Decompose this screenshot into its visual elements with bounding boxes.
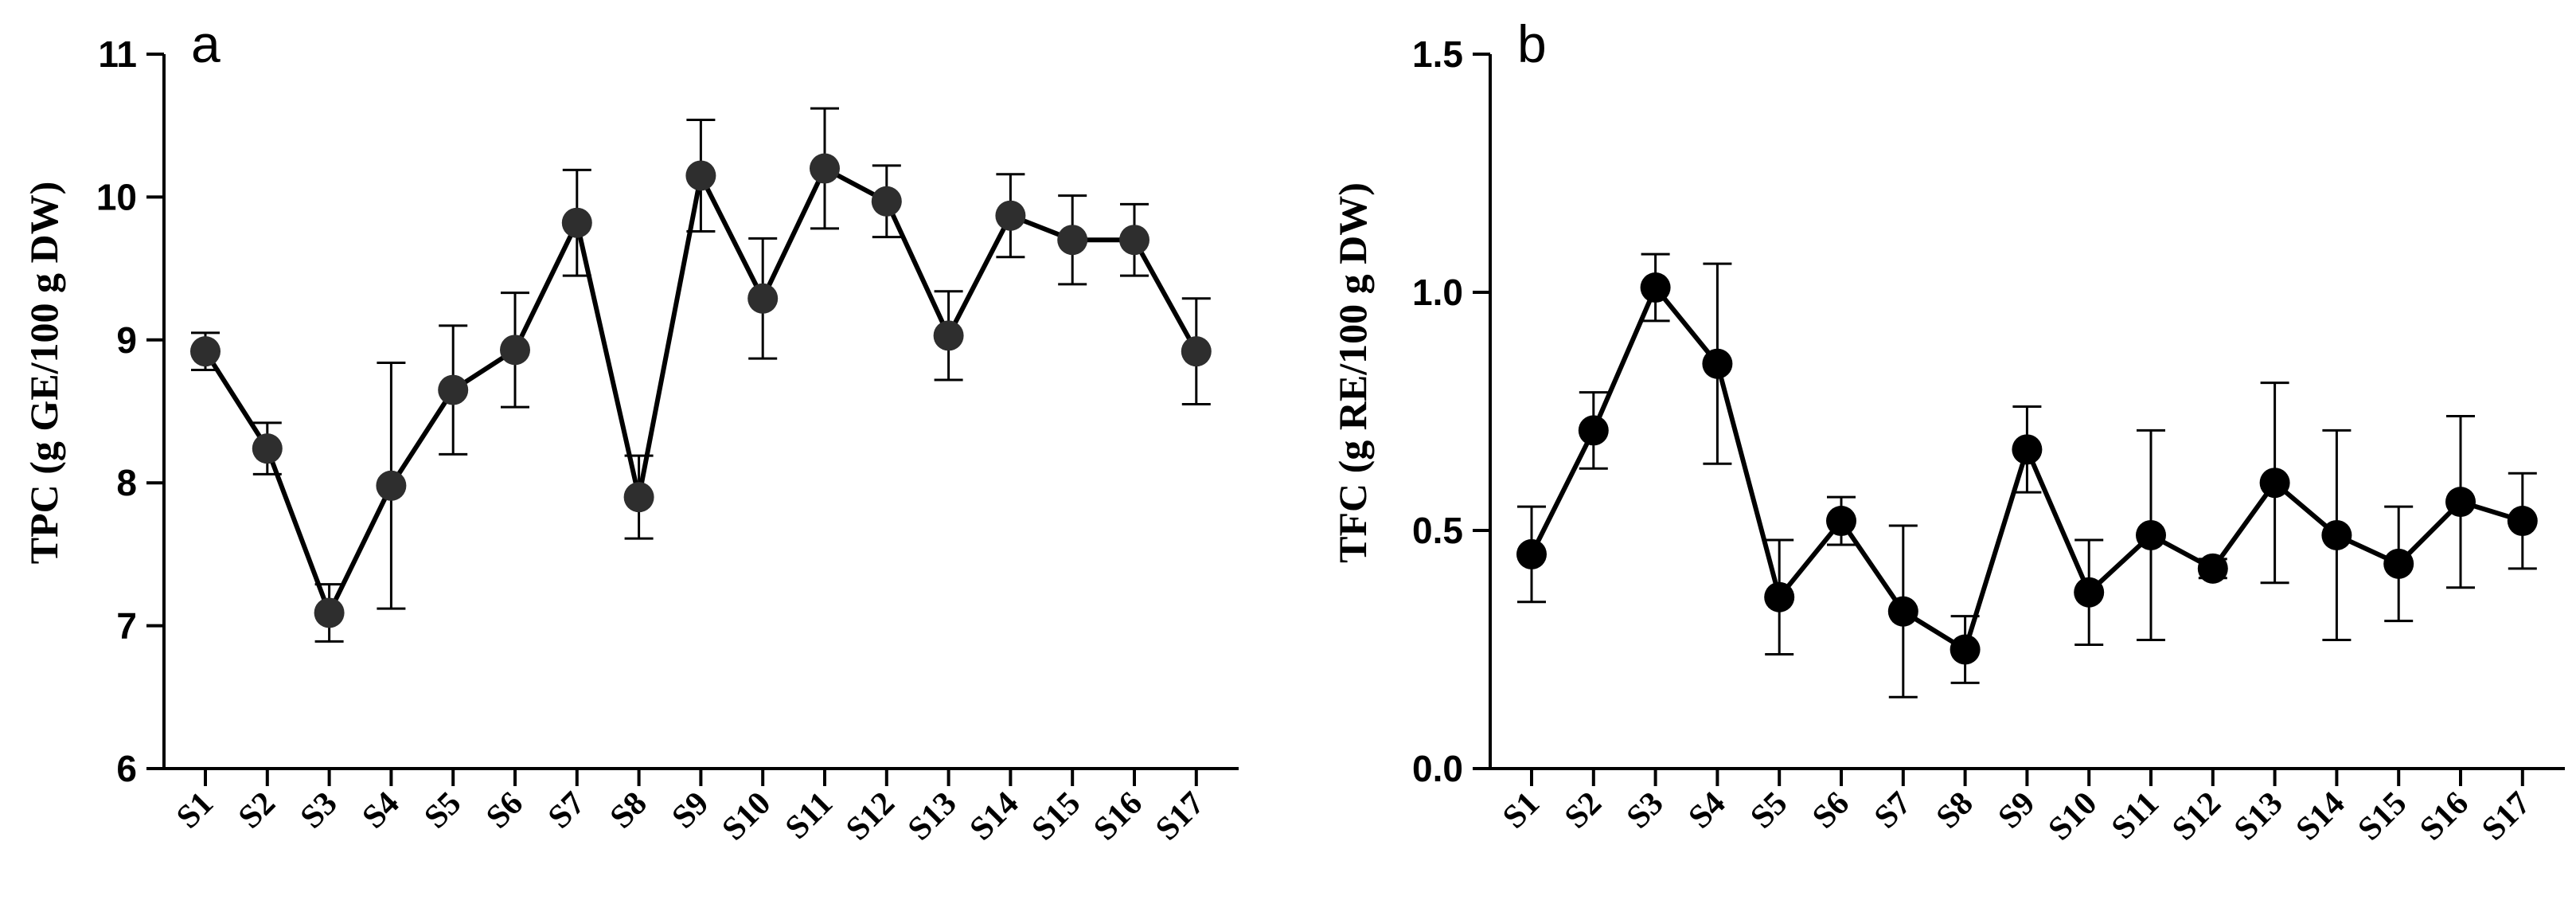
- panel-b-x-tick-label-s13: S13: [2227, 785, 2290, 848]
- panel-b-x-tick-label-s3: S3: [1620, 785, 1671, 836]
- panel-a-y-tick-label: 9: [116, 319, 137, 361]
- panel-a-data-point-s15: [1057, 225, 1088, 256]
- panel-b-y-tick-label: 1.0: [1412, 272, 1463, 313]
- panel-b-y-ticks: 0.0 0.5 1.0 1.5: [1412, 33, 1490, 789]
- panel-b-x-tick-label-s4: S4: [1682, 785, 1733, 836]
- panel-a-x-tick-label-s17: S17: [1149, 785, 1212, 848]
- panel-b-data-point-s6: [1826, 506, 1856, 537]
- panel-b-x-tick-label-s15: S15: [2352, 785, 2414, 848]
- panel-b-y-tick-label: 1.5: [1412, 33, 1463, 75]
- panel-b-data-point-s13: [2259, 468, 2290, 499]
- panel-b-data-point-s14: [2321, 519, 2352, 550]
- panel-a-x-tick-label-s9: S9: [665, 785, 716, 836]
- panel-b-data-point-s5: [1764, 581, 1795, 612]
- panel-a-x-ticks: S1 S2 S3 S4 S5 S6 S7 S8 S9 S10 S11 S12 S13 S14 S15 S16 S…: [170, 769, 1212, 847]
- panel-b-y-tick-label: 0.0: [1412, 748, 1463, 789]
- panel-b-data-point-s12: [2197, 553, 2228, 584]
- panel-b-data-point-s15: [2383, 548, 2414, 579]
- panel-a-x-tick-label-s10: S10: [716, 785, 779, 848]
- panel-a-series: [190, 107, 1212, 643]
- panel-a-x-tick-label-s8: S8: [603, 785, 654, 836]
- panel-a-x-tick-label-s15: S15: [1025, 785, 1088, 848]
- panel-a-x-tick-label-s11: S11: [779, 785, 840, 847]
- panel-a-x-tick-label-s4: S4: [356, 785, 407, 836]
- panel-a-data-point-s7: [561, 207, 592, 238]
- panel-a-x-tick-label-s7: S7: [541, 785, 592, 836]
- panel-a-y-tick-label: 6: [116, 748, 137, 789]
- panel-a-y-tick-label: 10: [96, 176, 137, 217]
- panel-b-data-point-s3: [1640, 272, 1671, 303]
- panel-b-x-tick-label-s5: S5: [1743, 785, 1794, 836]
- panel-a-x-tick-label-s16: S16: [1087, 785, 1149, 848]
- panel-b-x-tick-label-s17: S17: [2475, 785, 2538, 848]
- panel-b-tfc-chart: b TFC (g RE/100 g DW) 0.00.51.01.5 S1 S2 S…: [1330, 14, 2565, 847]
- panel-a-x-tick-label-s1: S1: [170, 785, 221, 836]
- panel-b-data-point-s16: [2445, 487, 2476, 518]
- panel-a-data-point-s11: [810, 153, 840, 184]
- panel-a-data-point-s14: [995, 200, 1026, 231]
- panel-b-x-tick-label-s6: S6: [1805, 785, 1856, 836]
- panel-a-series-line: [203, 166, 1199, 616]
- panel-b-data-point-s2: [1578, 415, 1609, 446]
- panel-b-data-point-s1: [1516, 538, 1547, 569]
- panel-b-data-point-s7: [1887, 596, 1918, 627]
- panel-b-x-tick-label-s1: S1: [1496, 785, 1547, 836]
- panel-a-y-axis-title: TPC (g GE/100 g DW): [21, 182, 66, 565]
- panel-a-data-point-s8: [623, 482, 654, 513]
- panel-b-series: [1516, 252, 2538, 698]
- panel-b-x-tick-label-s7: S7: [1868, 785, 1918, 836]
- panel-a-data-point-s10: [747, 283, 779, 314]
- panel-a-y-ticks: 6 7 8 9 10 11: [96, 33, 164, 789]
- panel-b-data-point-s10: [2074, 577, 2105, 608]
- panel-a-x-tick-label-s12: S12: [839, 785, 902, 848]
- panel-b-x-tick-label-s8: S8: [1930, 785, 1981, 836]
- panel-a-data-point-s17: [1181, 336, 1212, 367]
- panel-b-data-point-s9: [2012, 434, 2043, 465]
- panel-a-letter: a: [191, 14, 221, 73]
- panel-a-data-point-s6: [500, 335, 530, 366]
- panel-a-data-point-s3: [314, 597, 345, 628]
- panel-a-data-point-s5: [438, 374, 469, 405]
- panel-b-x-tick-label-s11: S11: [2105, 785, 2166, 847]
- panel-a-data-point-s1: [190, 336, 221, 367]
- panel-b-x-tick-label-s9: S9: [1992, 785, 2043, 836]
- panel-a-data-point-s9: [685, 160, 716, 191]
- panel-b-x-tick-label-s14: S14: [2289, 785, 2352, 848]
- panel-a-data-point-s12: [871, 186, 902, 217]
- panel-a-data-point-s2: [252, 433, 283, 464]
- panel-b-data-point-s11: [2136, 519, 2166, 550]
- panel-a-y-tick-label: 11: [98, 33, 137, 75]
- panel-b-y-tick-label: 0.5: [1412, 510, 1463, 551]
- panel-b-letter: b: [1517, 14, 1547, 73]
- panel-b-x-tick-label-s2: S2: [1558, 785, 1609, 836]
- panel-b-x-tick-label-s12: S12: [2165, 785, 2228, 848]
- panel-a-x-tick-label-s14: S14: [963, 785, 1026, 848]
- panel-a-y-tick-label: 7: [116, 605, 137, 647]
- panel-a-x-tick-label-s2: S2: [232, 785, 283, 836]
- panel-b-data-point-s4: [1702, 348, 1733, 379]
- panel-a-x-tick-label-s6: S6: [479, 785, 530, 836]
- panel-a-data-point-s4: [376, 470, 407, 501]
- panel-b-data-point-s8: [1950, 634, 1981, 665]
- panel-a-x-tick-label-s13: S13: [901, 785, 964, 848]
- panel-a-x-tick-label-s3: S3: [294, 785, 345, 836]
- panel-a-data-point-s13: [933, 320, 964, 351]
- panel-b-x-ticks: S1 S2 S3 S4 S5 S6 S7 S8 S9 S10 S11 S12 S13 S14 S15 S16 S…: [1496, 769, 2538, 847]
- panel-a-x-tick-label-s5: S5: [417, 785, 468, 836]
- panel-b-y-axis-title: TFC (g RE/100 g DW): [1330, 182, 1375, 563]
- panel-a-y-tick-label: 8: [116, 462, 137, 503]
- panel-a-data-point-s16: [1119, 225, 1149, 256]
- panel-b-data-point-s17: [2507, 506, 2538, 537]
- panel-b-x-tick-label-s16: S16: [2413, 785, 2476, 848]
- panel-b-x-tick-label-s10: S10: [2042, 785, 2105, 848]
